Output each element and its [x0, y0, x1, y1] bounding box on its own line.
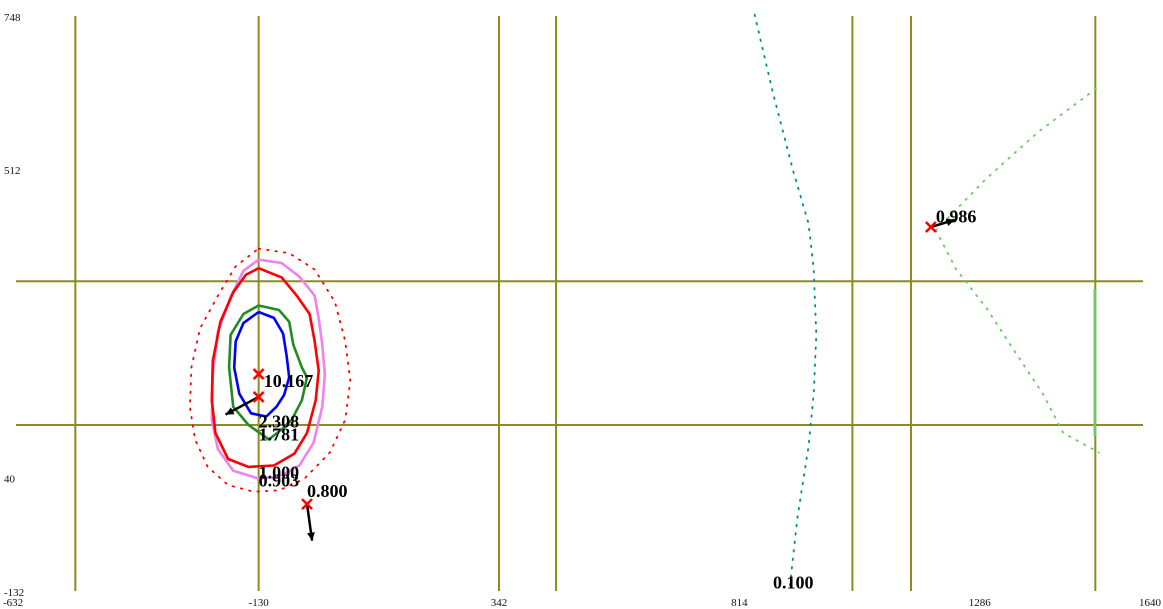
x-tick-label: 1286 [969, 597, 992, 609]
y-tick-label: -132 [4, 587, 24, 599]
center-marker [924, 221, 937, 233]
y-tick-label: 40 [4, 474, 16, 486]
contour-line [935, 229, 1100, 454]
arrow-head [225, 407, 235, 415]
contour-label: 10.167 [264, 371, 314, 391]
contour-label: 1.000 [259, 463, 300, 483]
y-tick-label: 748 [4, 12, 21, 24]
center-marker [301, 498, 313, 510]
contour-label: 1.781 [259, 425, 300, 445]
grid [16, 16, 1143, 591]
y-tick-label: 512 [4, 165, 21, 177]
contour-label: 0.903 [259, 470, 300, 490]
contour-label: 0.800 [307, 481, 348, 501]
x-tick-label: 1640 [1139, 597, 1162, 609]
contour-line [189, 247, 352, 493]
contour-label: 2.308 [259, 412, 300, 432]
x-tick-label: 814 [731, 597, 748, 609]
center-marker [252, 368, 265, 380]
contour-line [232, 310, 291, 418]
contour-line [210, 266, 320, 469]
contour-label: 0.100 [773, 572, 814, 592]
contour-line [227, 304, 309, 441]
contour-line [753, 13, 818, 592]
series-layer [189, 13, 1100, 592]
contour-line [935, 85, 1100, 232]
arrow-head [945, 218, 955, 226]
contour-label: 0.986 [936, 206, 977, 226]
arrow-head [307, 532, 315, 541]
x-tick-label: 342 [491, 597, 508, 609]
x-tick-label: -632 [3, 597, 23, 609]
marker-layer [224, 218, 956, 541]
center-marker [252, 391, 265, 403]
x-tick-label: -130 [249, 597, 270, 609]
tick-layer: -632 -130 342 814 1286 1640 -132 40 512 748 [3, 12, 1162, 609]
